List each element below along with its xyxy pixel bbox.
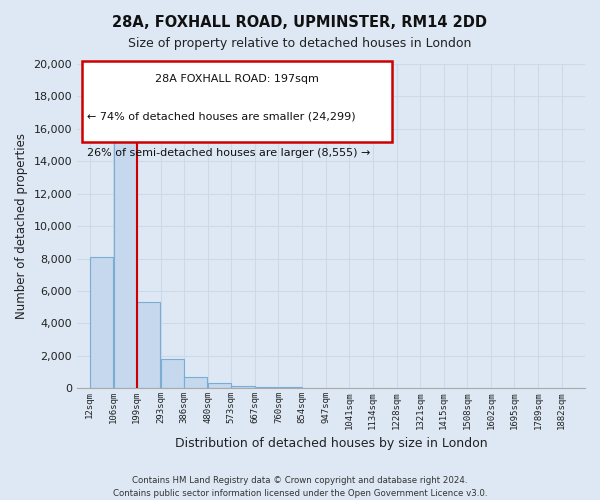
- Bar: [90, 257, 113, 388]
- Bar: [255, 387, 278, 388]
- Bar: [208, 382, 231, 388]
- Text: Size of property relative to detached houses in London: Size of property relative to detached ho…: [128, 38, 472, 51]
- Bar: [184, 377, 208, 388]
- Text: 28A FOXHALL ROAD: 197sqm: 28A FOXHALL ROAD: 197sqm: [155, 74, 319, 84]
- Bar: [113, 120, 137, 388]
- Bar: [137, 302, 160, 388]
- X-axis label: Distribution of detached houses by size in London: Distribution of detached houses by size …: [175, 437, 487, 450]
- Text: 28A, FOXHALL ROAD, UPMINSTER, RM14 2DD: 28A, FOXHALL ROAD, UPMINSTER, RM14 2DD: [113, 15, 487, 30]
- Bar: [161, 359, 184, 388]
- Bar: [232, 386, 254, 388]
- Text: 26% of semi-detached houses are larger (8,555) →: 26% of semi-detached houses are larger (…: [87, 148, 371, 158]
- Text: ← 74% of detached houses are smaller (24,299): ← 74% of detached houses are smaller (24…: [87, 111, 356, 121]
- Text: Contains HM Land Registry data © Crown copyright and database right 2024.
Contai: Contains HM Land Registry data © Crown c…: [113, 476, 487, 498]
- Y-axis label: Number of detached properties: Number of detached properties: [15, 133, 28, 319]
- FancyBboxPatch shape: [82, 61, 392, 142]
